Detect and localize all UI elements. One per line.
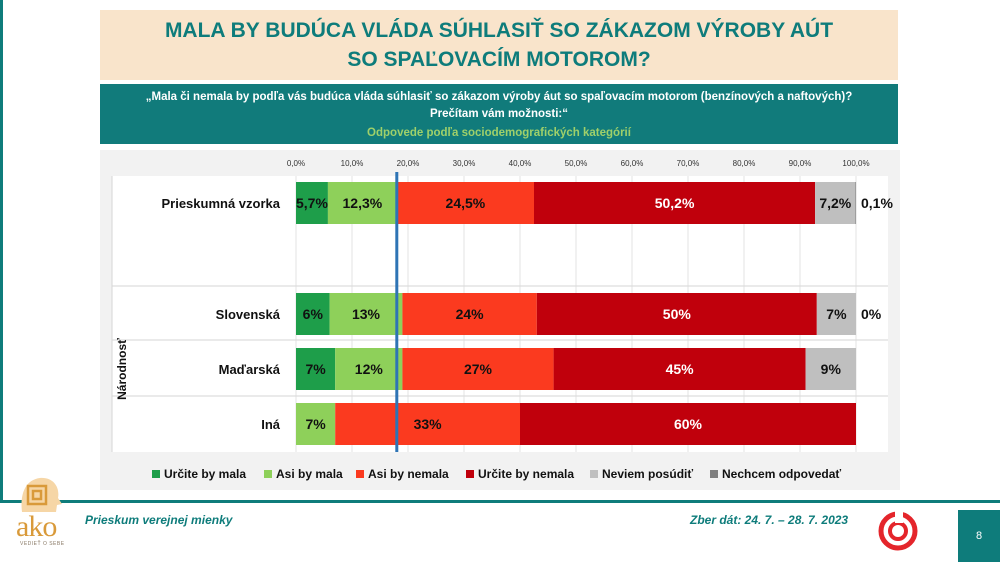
- question-subtitle: Odpovede podľa sociodemografických kateg…: [367, 127, 631, 139]
- x-tick-label: 100,0%: [842, 159, 869, 168]
- data-label: 24,5%: [446, 195, 486, 211]
- category-label: Iná: [261, 417, 281, 432]
- bar-segment: [296, 348, 336, 390]
- data-label: 50,2%: [655, 195, 695, 211]
- red-swirl-logo: [878, 511, 918, 551]
- bar-segment: [534, 182, 816, 224]
- legend-label: Neviem posúdiť: [602, 467, 693, 481]
- footer-collection-date: Zber dát: 24. 7. – 28. 7. 2023: [690, 513, 849, 527]
- question-text: „Mala či nemala by podľa vás budúca vlád…: [145, 91, 853, 103]
- bar-segment: [520, 403, 856, 445]
- data-label: 7%: [305, 361, 326, 377]
- data-label: 13%: [352, 306, 381, 322]
- data-label: 9%: [821, 361, 842, 377]
- bar-segment: [335, 348, 403, 390]
- ako-head-icon: [21, 477, 62, 512]
- swirl-icon: [878, 511, 918, 551]
- bar-segment: [816, 293, 856, 335]
- title-box: MALA BY BUDÚCA VLÁDA SÚHLASIŤ SO ZÁKAZOM…: [100, 10, 898, 80]
- data-label: 7,2%: [819, 195, 851, 211]
- legend-swatch: [152, 470, 160, 478]
- data-label: 12,3%: [343, 195, 383, 211]
- bar-segment: [296, 403, 336, 445]
- stacked-bar-chart: 0,0% 10,0% 20,0% 30,0% 40,0% 50,0% 60,0% 70,0% 8…: [111, 159, 893, 481]
- legend-swatch: [466, 470, 474, 478]
- page-title: MALA BY BUDÚCA VLÁDA SÚHLASIŤ SO ZÁKAZOM…: [164, 19, 834, 71]
- ako-logo: ako VEDIEŤ O SEBE: [14, 474, 74, 554]
- data-label: 6%: [303, 306, 324, 322]
- data-label: 12%: [355, 361, 384, 377]
- legend-swatch: [264, 470, 272, 478]
- x-tick-label: 10,0%: [341, 159, 364, 168]
- data-label: 0,1%: [861, 195, 893, 211]
- footer-survey-label: Prieskum verejnej mienky: [85, 513, 233, 527]
- data-label: 50%: [663, 306, 692, 322]
- legend-label: Asi by mala: [276, 467, 343, 481]
- bar-segment: [335, 403, 520, 445]
- x-tick-label: 80,0%: [733, 159, 756, 168]
- bar-segment: [402, 293, 537, 335]
- ako-logo-text: ako: [16, 510, 57, 543]
- legend-swatch: [356, 470, 364, 478]
- x-tick-label: 20,0%: [397, 159, 420, 168]
- x-tick-label: 60,0%: [621, 159, 644, 168]
- bar-segment: [536, 293, 817, 335]
- x-tick-label: 70,0%: [677, 159, 700, 168]
- bar-segment: [402, 348, 554, 390]
- legend-label: Nechcem odpovedať: [722, 467, 841, 481]
- bar-segment: [296, 293, 330, 335]
- legend-swatch: [590, 470, 598, 478]
- bar-segment: [815, 182, 856, 224]
- category-label: Slovenská: [216, 307, 281, 322]
- bar-segment: [805, 348, 856, 390]
- frame-bottom-border: [0, 500, 1000, 503]
- chart-panel: 0,0% 10,0% 20,0% 30,0% 40,0% 50,0% 60,0% 70,0% 8…: [100, 150, 900, 490]
- data-label: 7%: [826, 306, 847, 322]
- legend-label: Určite by mala: [164, 467, 246, 481]
- x-tick-label: 90,0%: [789, 159, 812, 168]
- data-label: 5,7%: [296, 195, 328, 211]
- category-label: Prieskumná vzorka: [161, 196, 280, 211]
- bar-segment: [855, 182, 857, 224]
- bar-segment: [327, 182, 397, 224]
- data-label: 33%: [414, 416, 443, 432]
- bar-segment: [329, 293, 403, 335]
- question-prompt: Prečítam vám možnosti:“: [429, 108, 569, 120]
- legend-swatch: [710, 470, 718, 478]
- data-label: 45%: [666, 361, 695, 377]
- x-tick-label: 0,0%: [287, 159, 305, 168]
- data-label: 60%: [674, 416, 703, 432]
- bar-segment: [396, 182, 534, 224]
- ako-logo-tagline: VEDIEŤ O SEBE: [20, 541, 65, 547]
- x-tick-label: 30,0%: [453, 159, 476, 168]
- legend-label: Určite by nemala: [478, 467, 574, 481]
- data-label: 27%: [464, 361, 493, 377]
- data-label: 0%: [861, 306, 882, 322]
- legend-label: Asi by nemala: [368, 467, 449, 481]
- bar-segment: [296, 182, 328, 224]
- x-tick-label: 40,0%: [509, 159, 532, 168]
- group-label: Národnosť: [115, 338, 129, 400]
- data-label: 24%: [456, 306, 485, 322]
- x-tick-label: 50,0%: [565, 159, 588, 168]
- question-box: „Mala či nemala by podľa vás budúca vlád…: [100, 84, 898, 144]
- data-label: 7%: [305, 416, 326, 432]
- category-label: Maďarská: [219, 362, 281, 377]
- frame-left-border: [0, 0, 3, 500]
- page-number: 8: [958, 510, 1000, 562]
- bar-segment: [553, 348, 806, 390]
